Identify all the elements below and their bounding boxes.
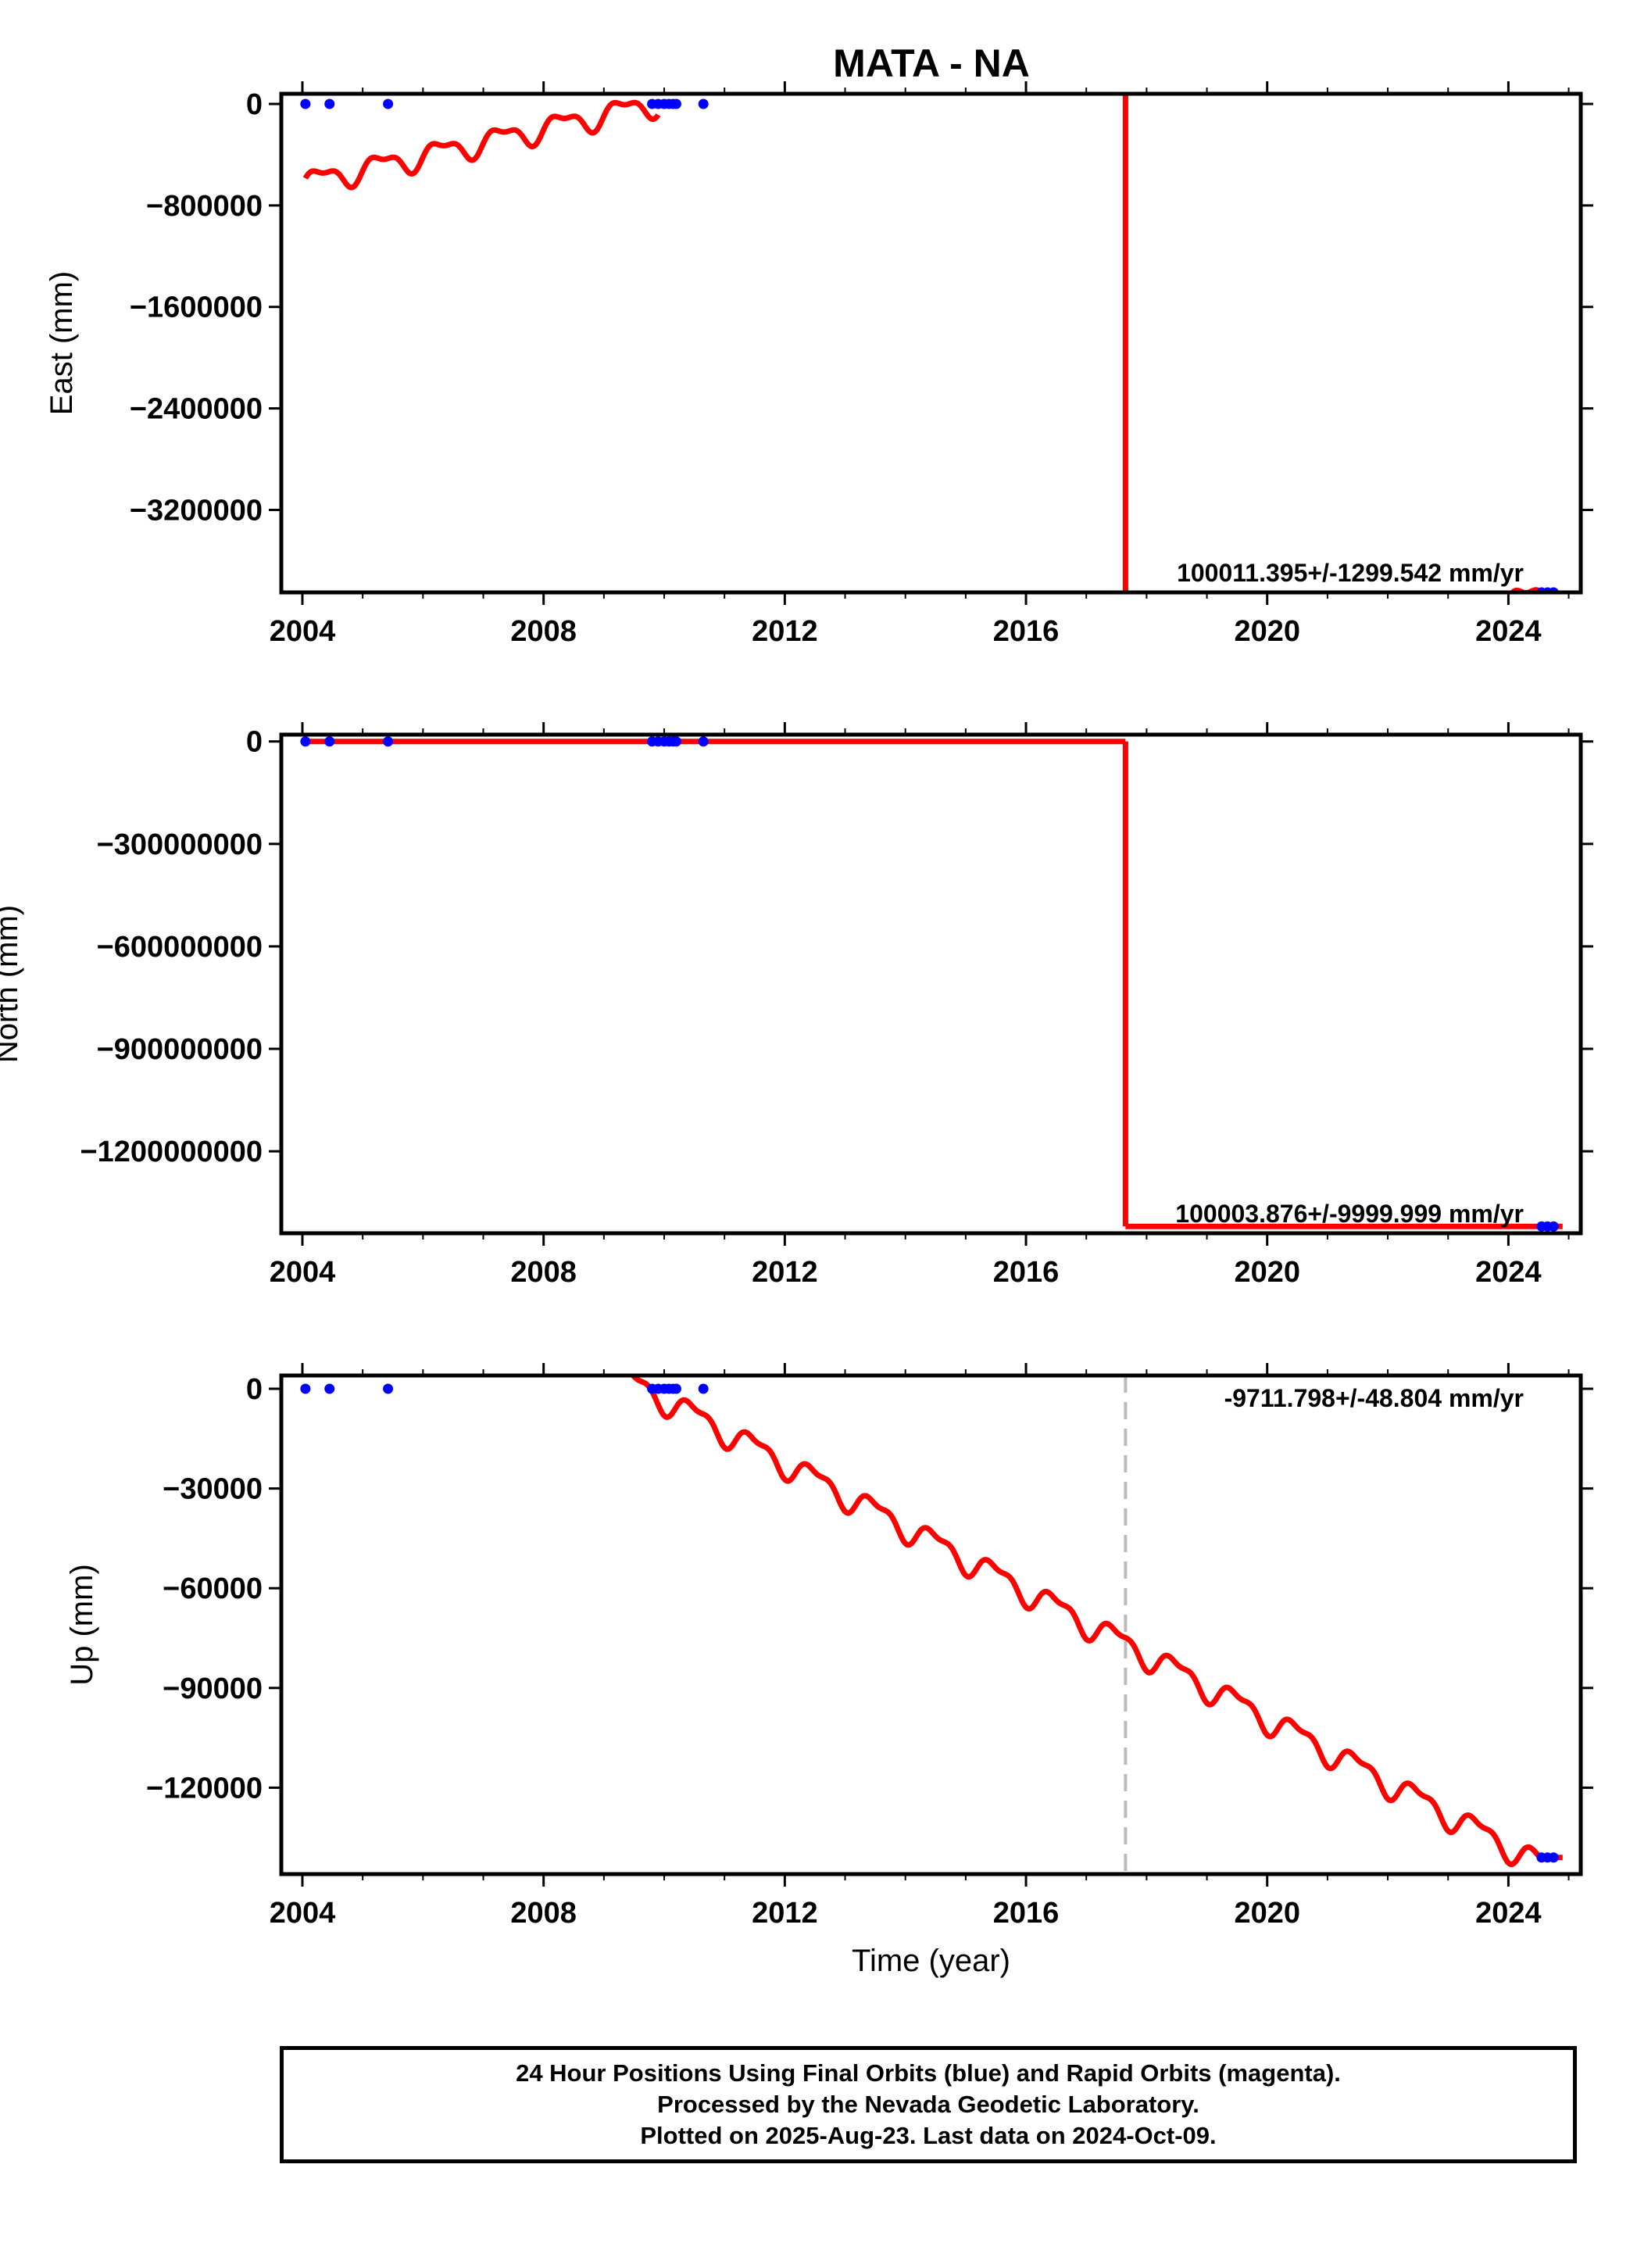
north-plot-frame bbox=[279, 732, 1583, 1236]
up-model-curve bbox=[629, 1375, 1566, 1867]
east-x-tick-label: 2024 bbox=[1475, 615, 1542, 648]
east-point-1 bbox=[324, 98, 335, 109]
north-x-tick-label: 2024 bbox=[1475, 1256, 1542, 1289]
east-data-points bbox=[300, 98, 1559, 592]
up-x-tick-label: 2016 bbox=[993, 1897, 1060, 1930]
east-model-segment-0 bbox=[302, 99, 661, 191]
east-model-curve bbox=[302, 94, 1545, 592]
north-point-2 bbox=[383, 736, 394, 747]
north-point-0 bbox=[300, 736, 311, 747]
up-point-8 bbox=[670, 1383, 681, 1394]
footer-line-3: Plotted on 2025-Aug-23. Last data on 202… bbox=[640, 2122, 1217, 2149]
east-x-tick-label: 2004 bbox=[270, 615, 336, 648]
east-velocity-annotation: 100011.395+/-1299.542 mm/yr bbox=[1177, 559, 1524, 587]
up-panel: 2004 2008 2012 2016 2020 2024 0 −30000 −60000 −90… bbox=[65, 1363, 1593, 1978]
north-model-curve bbox=[304, 739, 1565, 1229]
figure-title: MATA - NA bbox=[833, 41, 1030, 85]
up-x-tick-label: 2024 bbox=[1475, 1897, 1542, 1930]
up-x-tick-label: 2008 bbox=[510, 1897, 577, 1930]
up-point-2 bbox=[383, 1383, 394, 1394]
north-x-tick-label: 2008 bbox=[510, 1256, 577, 1289]
north-y-tick-label: −300000000 bbox=[97, 828, 263, 861]
up-point-12 bbox=[1548, 1852, 1559, 1863]
north-x-tick-label: 2004 bbox=[270, 1256, 336, 1289]
up-x-tick-label: 2020 bbox=[1234, 1897, 1300, 1930]
north-y-tick-label: −900000000 bbox=[97, 1033, 263, 1066]
up-y-tick-label: 0 bbox=[246, 1373, 263, 1406]
north-x-tick-label: 2012 bbox=[752, 1256, 818, 1289]
up-y-tick-label: −90000 bbox=[163, 1672, 263, 1705]
east-point-2 bbox=[383, 98, 394, 109]
up-y-tick-label: −60000 bbox=[163, 1572, 263, 1605]
east-y-tick-label: −2400000 bbox=[130, 393, 263, 426]
up-point-0 bbox=[300, 1383, 311, 1394]
north-y-tick-label: −1200000000 bbox=[80, 1136, 263, 1168]
east-point-8 bbox=[670, 98, 681, 109]
east-plot-frame bbox=[279, 91, 1583, 595]
footer-box: 24 Hour Positions Using Final Orbits (bl… bbox=[280, 2046, 1577, 2163]
east-point-9 bbox=[698, 98, 709, 109]
north-point-8 bbox=[670, 736, 681, 747]
east-x-tick-label: 2008 bbox=[510, 615, 577, 648]
up-velocity-annotation: -9711.798+/-48.804 mm/yr bbox=[1224, 1384, 1524, 1412]
up-y-axis-label: Up (mm) bbox=[65, 1564, 99, 1686]
up-plot-frame bbox=[279, 1373, 1583, 1876]
up-x-axis-label: Time (year) bbox=[852, 1944, 1010, 1978]
up-y-tick-label: −120000 bbox=[146, 1772, 263, 1805]
north-x-tick-label: 2020 bbox=[1234, 1256, 1300, 1289]
north-y-tick-label: −600000000 bbox=[97, 931, 263, 964]
up-x-tick-label: 2004 bbox=[270, 1897, 336, 1930]
east-x-tick-label: 2020 bbox=[1234, 615, 1300, 648]
up-data-points bbox=[300, 1383, 1559, 1863]
east-y-tick-label: −1600000 bbox=[130, 292, 263, 324]
north-point-9 bbox=[698, 736, 709, 747]
north-data-points bbox=[300, 736, 1559, 1232]
up-model-segment-0 bbox=[629, 1375, 1544, 1867]
north-point-12 bbox=[1548, 1221, 1559, 1232]
east-y-tick-label: −3200000 bbox=[130, 494, 263, 527]
east-point-0 bbox=[300, 98, 311, 109]
footer-line-1: 24 Hour Positions Using Final Orbits (bl… bbox=[516, 2059, 1341, 2087]
east-y-tick-label: −800000 bbox=[146, 190, 263, 223]
north-x-tick-label: 2016 bbox=[993, 1256, 1060, 1289]
up-y-tick-label: −30000 bbox=[163, 1473, 263, 1506]
footer-line-2: Processed by the Nevada Geodetic Laborat… bbox=[657, 2091, 1199, 2118]
east-y-axis-label: East (mm) bbox=[45, 271, 79, 415]
north-y-axis-label: North (mm) bbox=[0, 905, 24, 1063]
east-y-tick-label: 0 bbox=[246, 88, 263, 121]
up-point-1 bbox=[324, 1383, 335, 1394]
east-x-tick-label: 2012 bbox=[752, 615, 818, 648]
north-y-tick-label: 0 bbox=[246, 726, 263, 759]
east-panel: 2004 2008 2012 2016 2020 2024 0 −800000 −1600000… bbox=[45, 81, 1593, 648]
north-point-1 bbox=[324, 736, 335, 747]
up-point-9 bbox=[698, 1383, 709, 1394]
east-model-segment-2 bbox=[1509, 587, 1545, 592]
east-x-tick-label: 2016 bbox=[993, 615, 1060, 648]
north-velocity-annotation: 100003.876+/-9999.999 mm/yr bbox=[1175, 1200, 1524, 1228]
north-panel: 2004 2008 2012 2016 2020 2024 0 −300000000 −6000… bbox=[0, 722, 1593, 1289]
up-x-tick-label: 2012 bbox=[752, 1897, 818, 1930]
